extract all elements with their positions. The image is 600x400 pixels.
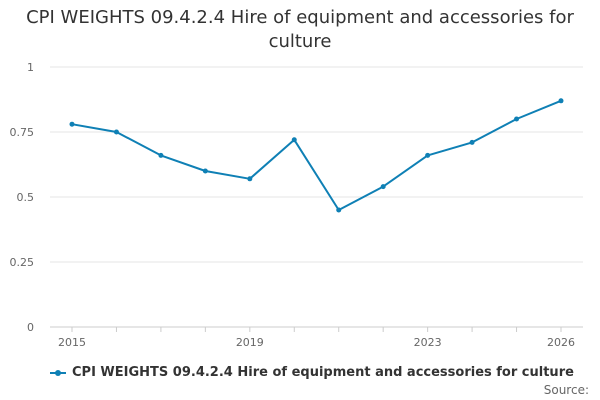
x-tick-label: 2019: [236, 336, 264, 349]
data-point[interactable]: [336, 207, 342, 213]
y-tick-label: 0.5: [17, 191, 35, 204]
data-point[interactable]: [69, 121, 75, 127]
y-tick-label: 0: [27, 321, 34, 334]
chart-title: CPI WEIGHTS 09.4.2.4 Hire of equipment a…: [26, 7, 574, 52]
x-axis: 2015 2019 2023 2026: [58, 327, 575, 349]
data-point[interactable]: [113, 129, 119, 135]
data-point[interactable]: [469, 139, 475, 145]
series-line: [71, 99, 562, 211]
y-tick-label: 0.25: [10, 256, 35, 269]
data-point[interactable]: [247, 176, 253, 182]
y-tick-label: 1: [27, 61, 34, 74]
series-group: [69, 98, 564, 213]
source-label: Source:: [543, 383, 589, 397]
data-point[interactable]: [380, 184, 386, 190]
y-axis: 0 0.25 0.5 0.75 1: [10, 61, 35, 334]
x-tick-label: 2026: [547, 336, 575, 349]
data-point[interactable]: [291, 137, 297, 143]
x-tick-label: 2023: [414, 336, 442, 349]
data-point[interactable]: [514, 116, 520, 122]
legend-swatch: [50, 369, 66, 376]
gridlines: [50, 66, 583, 328]
legend[interactable]: CPI WEIGHTS 09.4.2.4 Hire of equipment a…: [50, 365, 574, 380]
legend-label: CPI WEIGHTS 09.4.2.4 Hire of equipment a…: [72, 365, 574, 380]
data-point[interactable]: [558, 98, 564, 104]
data-point[interactable]: [202, 168, 208, 174]
x-tick-label: 2015: [58, 336, 86, 349]
data-point[interactable]: [158, 152, 164, 158]
y-tick-label: 0.75: [10, 126, 35, 139]
data-point[interactable]: [425, 152, 431, 158]
